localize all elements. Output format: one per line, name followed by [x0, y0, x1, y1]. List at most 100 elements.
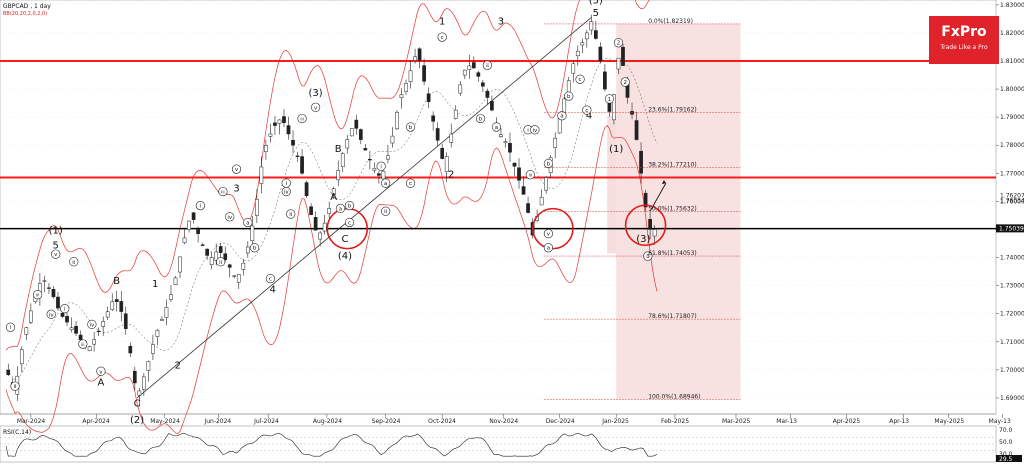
x-tick-label: Oct-2024: [428, 418, 456, 425]
candle-body: [101, 321, 106, 327]
symbol-label: GBPCAD , 1 day: [3, 3, 51, 10]
circled-wave-label: c: [348, 220, 351, 226]
candle-body: [114, 299, 119, 303]
y-tick-label: 1.82000: [1000, 30, 1024, 37]
rsi-panel-frame: [0, 425, 997, 463]
circled-label-ring: [265, 274, 276, 284]
circled-label-ring: [60, 304, 70, 314]
fib-level-label: 23.6%(1.79162): [648, 107, 697, 114]
wave-label: (2): [130, 415, 144, 426]
x-tick-label: Nov-2024: [489, 418, 518, 425]
candle-body: [526, 203, 530, 213]
wave-label: C: [134, 398, 141, 409]
candle-body: [458, 84, 463, 94]
candle-body: [110, 301, 115, 310]
horizontal-levels: [0, 59, 996, 230]
candle-body: [390, 135, 395, 144]
circled-label-ring: [231, 164, 242, 174]
rsi-tick-50: 50.0: [999, 439, 1013, 446]
circled-wave-label: 3: [646, 254, 650, 260]
candle-body: [517, 167, 521, 181]
candle-body: [259, 166, 264, 184]
candle-body: [205, 248, 209, 256]
price-tag-label: 1.76207: [1000, 193, 1024, 200]
circled-wave-label: i: [10, 325, 12, 331]
candle-body: [327, 208, 332, 214]
highlight-circle: [624, 204, 667, 247]
candle-body: [223, 253, 228, 260]
candle-body: [19, 349, 24, 365]
y-tick-label: 1.83000: [1000, 2, 1024, 9]
candle-body: [399, 94, 404, 99]
candle-body: [87, 346, 92, 352]
circled-wave-label: iii: [36, 293, 39, 298]
candle-body: [481, 82, 485, 87]
circled-label-ring: [525, 170, 535, 180]
price-tag-label: 1.76034: [1000, 197, 1024, 204]
circled-wave-label: ii: [384, 209, 388, 215]
candle-body: [408, 70, 413, 82]
bb-upper-band: [5, 0, 650, 351]
candle-body: [119, 301, 124, 312]
circled-wave-label: b: [348, 204, 352, 210]
circled-label-ring: [476, 113, 486, 124]
circled-wave-label: c: [269, 277, 272, 283]
candle-body: [51, 289, 56, 298]
circled-label-ring: [33, 290, 43, 300]
candle-body: [612, 94, 616, 121]
circled-wave-label: iv: [227, 215, 233, 221]
candle-body: [377, 173, 381, 176]
candle-body: [349, 128, 354, 137]
wave-label: C: [342, 234, 349, 245]
candle-body: [241, 262, 246, 270]
circled-wave-label: iv: [49, 312, 55, 318]
candle-body: [508, 143, 512, 153]
circled-wave-label: i: [380, 164, 382, 170]
circled-label-ring: [381, 206, 391, 216]
candle-body: [512, 162, 517, 167]
candle-body: [467, 65, 472, 70]
y-tick-label: 1.81000: [1000, 58, 1024, 65]
wave-label: (3): [636, 234, 650, 245]
fib-level-label: 0.0%(1.82319): [648, 18, 693, 25]
circled-label-ring: [405, 178, 416, 188]
rsi-tick-30: 30.0: [999, 451, 1013, 458]
y-tick-label: 1.78000: [1000, 142, 1024, 149]
fibonacci-labels: 0.0%(1.82319) 23.6%(1.79162) 38.2%(1.77210…: [543, 18, 741, 400]
circled-wave-label: v: [235, 167, 239, 173]
trendline: [136, 17, 592, 399]
circled-wave-label: c: [585, 108, 588, 114]
x-tick-label: Sep-2024: [372, 418, 401, 425]
grid-layer: [0, 4, 996, 399]
candle-body: [589, 21, 594, 31]
candle-body: [557, 118, 562, 134]
candle-body: [250, 225, 255, 242]
candle-body: [69, 327, 74, 330]
candle-body: [417, 48, 422, 61]
rsi-tick-70: 70.0: [999, 427, 1013, 434]
candle-body: [648, 219, 652, 230]
wave-label: 1: [439, 16, 445, 27]
y-tick-label: 1.74000: [1000, 255, 1024, 262]
wave-label: (3): [309, 88, 323, 99]
highlight-circles: [326, 204, 667, 250]
circled-label-ring: [564, 91, 574, 101]
candle-body: [490, 101, 494, 111]
rsi-current-tag: [996, 455, 1022, 462]
x-tick-label: May-2024: [150, 418, 180, 425]
candle-body: [621, 46, 625, 66]
circled-label-ring: [582, 105, 592, 115]
candle-body: [245, 246, 250, 254]
circled-label-ring: [543, 158, 554, 169]
candle-body: [575, 50, 580, 57]
circled-label-ring: [543, 243, 554, 253]
x-tick-label: Apr-2024: [82, 418, 110, 425]
rsi-label: RSI(C,14): [3, 429, 31, 436]
candle-body: [503, 141, 508, 144]
fib-level-label: 50.0%(1.75632): [648, 206, 697, 213]
indicator-label: BB(20,20,2,0,2,0): [3, 11, 47, 17]
bb-middle-band: [5, 57, 658, 380]
candle-body: [395, 111, 399, 130]
candle-body: [368, 158, 372, 161]
candle-body: [132, 370, 137, 384]
